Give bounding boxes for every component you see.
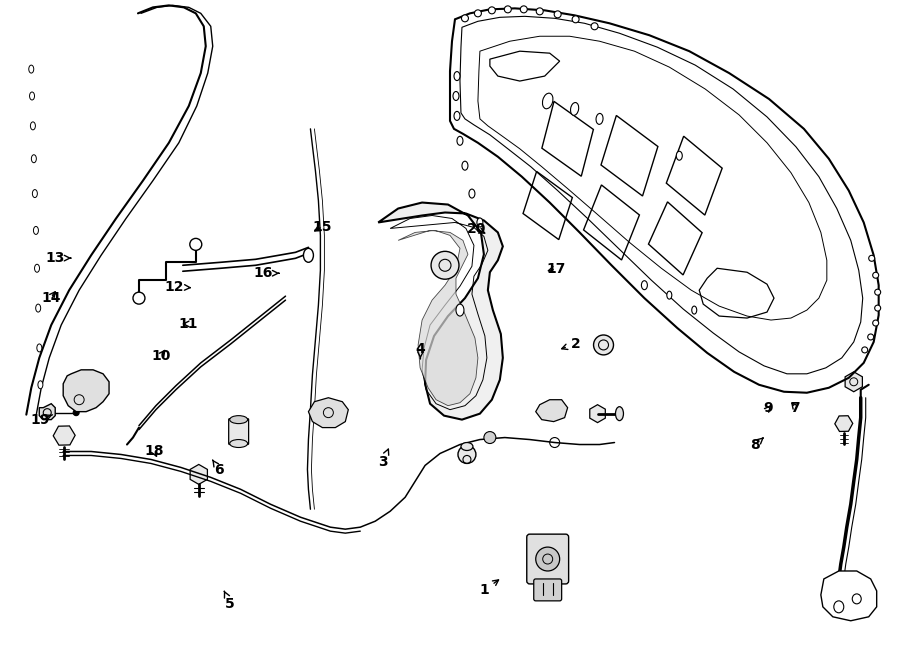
Text: 5: 5 bbox=[224, 591, 235, 611]
Text: 20: 20 bbox=[467, 222, 487, 236]
Text: 16: 16 bbox=[254, 266, 279, 280]
Ellipse shape bbox=[31, 122, 35, 130]
Circle shape bbox=[133, 292, 145, 304]
Ellipse shape bbox=[667, 291, 671, 299]
Polygon shape bbox=[536, 400, 568, 422]
Ellipse shape bbox=[642, 281, 647, 290]
Ellipse shape bbox=[616, 407, 624, 420]
Circle shape bbox=[868, 334, 874, 340]
Ellipse shape bbox=[230, 440, 248, 447]
FancyBboxPatch shape bbox=[229, 418, 248, 444]
Text: 12: 12 bbox=[165, 280, 190, 294]
Circle shape bbox=[873, 320, 878, 326]
Ellipse shape bbox=[462, 161, 468, 170]
Circle shape bbox=[489, 7, 495, 14]
Circle shape bbox=[875, 305, 881, 311]
Polygon shape bbox=[63, 370, 109, 412]
Ellipse shape bbox=[454, 71, 460, 81]
Ellipse shape bbox=[29, 65, 34, 73]
Text: 17: 17 bbox=[546, 262, 565, 276]
Ellipse shape bbox=[852, 594, 861, 604]
Circle shape bbox=[536, 8, 544, 15]
Polygon shape bbox=[378, 202, 503, 420]
Text: 2: 2 bbox=[562, 336, 580, 351]
Polygon shape bbox=[309, 398, 348, 428]
Ellipse shape bbox=[454, 112, 460, 120]
Text: 14: 14 bbox=[41, 291, 60, 305]
Text: 15: 15 bbox=[313, 219, 332, 233]
Circle shape bbox=[431, 251, 459, 279]
Ellipse shape bbox=[596, 114, 603, 124]
Circle shape bbox=[458, 446, 476, 463]
Ellipse shape bbox=[230, 416, 248, 424]
Circle shape bbox=[594, 335, 614, 355]
Circle shape bbox=[504, 6, 511, 13]
Circle shape bbox=[572, 16, 579, 22]
Ellipse shape bbox=[456, 304, 464, 316]
Circle shape bbox=[591, 22, 598, 30]
Ellipse shape bbox=[457, 136, 463, 145]
Ellipse shape bbox=[692, 306, 697, 314]
Text: 18: 18 bbox=[144, 444, 164, 458]
Polygon shape bbox=[821, 571, 877, 621]
Polygon shape bbox=[398, 231, 478, 406]
Circle shape bbox=[474, 10, 482, 17]
Ellipse shape bbox=[461, 442, 472, 451]
Ellipse shape bbox=[36, 304, 40, 312]
Circle shape bbox=[873, 272, 878, 278]
Ellipse shape bbox=[38, 381, 43, 389]
Circle shape bbox=[520, 6, 527, 13]
Circle shape bbox=[484, 432, 496, 444]
Ellipse shape bbox=[34, 264, 40, 272]
Ellipse shape bbox=[32, 155, 36, 163]
Circle shape bbox=[73, 410, 79, 416]
Ellipse shape bbox=[37, 344, 41, 352]
Text: 1: 1 bbox=[479, 580, 499, 598]
Ellipse shape bbox=[477, 218, 483, 227]
Text: 9: 9 bbox=[764, 401, 773, 415]
Circle shape bbox=[868, 255, 875, 261]
Ellipse shape bbox=[469, 189, 475, 198]
Ellipse shape bbox=[676, 151, 682, 160]
Text: 7: 7 bbox=[790, 401, 800, 414]
Circle shape bbox=[536, 547, 560, 571]
FancyBboxPatch shape bbox=[526, 534, 569, 584]
Ellipse shape bbox=[543, 93, 553, 109]
Ellipse shape bbox=[33, 227, 39, 235]
Text: 6: 6 bbox=[212, 460, 224, 477]
Text: 13: 13 bbox=[46, 251, 70, 265]
Circle shape bbox=[462, 15, 468, 22]
Ellipse shape bbox=[571, 102, 579, 116]
Text: 3: 3 bbox=[378, 449, 389, 469]
FancyBboxPatch shape bbox=[534, 579, 562, 601]
Ellipse shape bbox=[453, 91, 459, 100]
Ellipse shape bbox=[30, 92, 34, 100]
Circle shape bbox=[554, 11, 562, 18]
Text: 11: 11 bbox=[178, 317, 198, 331]
Text: 19: 19 bbox=[31, 413, 52, 427]
Text: 8: 8 bbox=[751, 438, 763, 452]
Circle shape bbox=[861, 347, 868, 353]
Text: 4: 4 bbox=[416, 342, 426, 359]
Polygon shape bbox=[40, 404, 55, 420]
Text: 10: 10 bbox=[151, 348, 171, 362]
Circle shape bbox=[190, 239, 202, 251]
Ellipse shape bbox=[833, 601, 844, 613]
Ellipse shape bbox=[32, 190, 38, 198]
Circle shape bbox=[875, 289, 881, 295]
Ellipse shape bbox=[303, 249, 313, 262]
